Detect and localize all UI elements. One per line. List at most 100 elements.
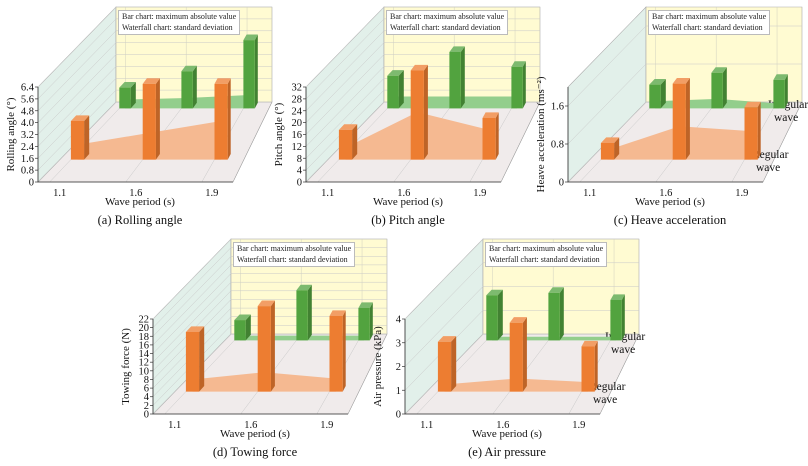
bar-side-regular <box>495 112 499 160</box>
bar-side-regular <box>84 115 90 160</box>
legend-line: Bar chart: maximum absolute value <box>489 244 604 253</box>
bar-regular <box>257 306 271 392</box>
bar-top-regular <box>482 112 499 118</box>
x-axis-label: Wave period (s) <box>373 196 443 208</box>
grid-line <box>305 42 540 123</box>
bar-side-irregular <box>398 70 404 109</box>
grid-line <box>37 54 272 135</box>
y-tick-label: 24 <box>292 106 303 117</box>
bar-top-regular <box>600 137 620 143</box>
grid-line <box>152 307 387 389</box>
bar-regular <box>672 83 686 160</box>
bar-side-regular <box>423 64 428 160</box>
y-tick-label: 12 <box>139 358 150 369</box>
bar-regular <box>70 121 85 160</box>
bar-side-irregular <box>522 61 526 109</box>
bar-top-regular <box>581 340 598 347</box>
chart-caption: (a) Rolling angle <box>97 213 183 227</box>
y-tick-label: 22 <box>139 315 150 326</box>
grid-line <box>152 281 387 363</box>
bar-side-regular <box>227 78 231 160</box>
legend: Bar chart: maximum absolute value Waterfa… <box>233 242 356 267</box>
y-tick-label: 4 <box>396 315 402 326</box>
bar-irregular <box>387 75 399 109</box>
grid-line <box>567 63 802 145</box>
bar-side-regular <box>199 326 205 392</box>
legend-line: Waterfall chart: standard deviation <box>122 22 233 32</box>
bar-irregular <box>711 72 723 109</box>
bar-top-regular <box>142 78 160 84</box>
y-tick-label: 6.4 <box>21 83 35 94</box>
y-axis-label: Air pressure (kPa) <box>372 326 384 407</box>
y-tick-label: 0 <box>396 410 401 421</box>
y-tick-label: 16 <box>292 130 303 141</box>
bar-irregular <box>773 79 785 109</box>
x-tick-label: 1.9 <box>205 188 218 199</box>
bar-regular <box>482 118 496 160</box>
x-tick-label: 1.9 <box>735 188 748 199</box>
y-axis-label: Heave acceleration (ms⁻²) <box>535 76 547 192</box>
bar-side-regular <box>342 310 346 392</box>
bar-top-regular <box>744 101 761 108</box>
y-tick-label: 20 <box>139 323 150 334</box>
y-tick-label: 4 <box>144 392 150 403</box>
bar-regular <box>214 83 228 160</box>
y-tick-label: 8 <box>144 375 149 386</box>
y-tick-label: 2 <box>396 362 401 373</box>
bar-top-irregular <box>773 74 788 80</box>
bar-top-irregular <box>358 302 373 308</box>
grid-line <box>152 299 387 380</box>
grid-line <box>404 333 639 415</box>
x-axis-label: Wave period (s) <box>635 196 705 208</box>
chart-caption: (b) Pitch angle <box>371 213 445 227</box>
bar-regular <box>338 129 353 160</box>
bar-top-regular <box>338 124 358 130</box>
depth-label-regular: wave <box>756 162 780 174</box>
bar-side-regular <box>155 78 160 160</box>
grid-line <box>404 286 639 367</box>
bar-side-irregular <box>369 302 373 341</box>
y-tick-label: 3.2 <box>21 130 34 141</box>
chart-pitch-angle: 0 4 8 12 16 20 24 28 32 1.1 1.6 1.9 Pitch angle (°) … <box>268 0 548 232</box>
y-tick-label: 0 <box>297 178 302 189</box>
bar-irregular <box>649 84 661 109</box>
bar-irregular <box>548 292 560 341</box>
bar-side-irregular <box>245 314 251 341</box>
legend-line: Waterfall chart: standard deviation <box>237 254 348 264</box>
bar-top-irregular <box>234 314 251 321</box>
bar-side-regular <box>594 340 598 392</box>
grid-line <box>37 6 272 88</box>
chart-caption: (d) Towing force <box>212 445 298 459</box>
bar-top-irregular <box>449 46 465 52</box>
bar-side-regular <box>614 137 620 160</box>
legend-line: Bar chart: maximum absolute value <box>652 12 767 21</box>
chart-caption: (e) Air pressure <box>468 445 546 459</box>
grid-line <box>404 238 639 320</box>
bar-top-irregular <box>610 294 625 300</box>
x-tick-label: 1.9 <box>320 420 333 431</box>
bar-side-regular <box>685 78 690 160</box>
legend: Bar chart: maximum absolute value Waterfa… <box>485 242 608 267</box>
bar-regular <box>410 70 424 160</box>
bar-top-irregular <box>649 79 666 85</box>
y-tick-label: 12 <box>292 142 303 153</box>
bar-side-irregular <box>460 46 465 109</box>
chart-towing-force: 0 2 4 6 8 10 12 14 16 18 20 22 1.1 1.6 1.9 Towing force… <box>115 232 395 464</box>
bar-irregular <box>181 71 193 109</box>
legend: Bar chart: maximum absolute value Waterfa… <box>118 10 241 35</box>
bar-top-regular <box>257 300 275 307</box>
grid-line <box>305 6 540 88</box>
y-axis-label: Pitch angle (°) <box>273 102 285 166</box>
bar-side-regular <box>757 101 761 160</box>
bar-regular <box>600 143 615 160</box>
grid-line <box>37 66 272 147</box>
y-tick-label: 0 <box>559 178 564 189</box>
legend-line: Waterfall chart: standard deviation <box>390 22 501 32</box>
bar-irregular <box>449 52 461 109</box>
bar-regular <box>437 341 452 392</box>
bar-regular <box>185 332 200 392</box>
bar-irregular <box>296 290 308 341</box>
bar-side-irregular <box>254 34 258 109</box>
bar-top-irregular <box>119 82 136 88</box>
bar-side-irregular <box>559 287 564 341</box>
